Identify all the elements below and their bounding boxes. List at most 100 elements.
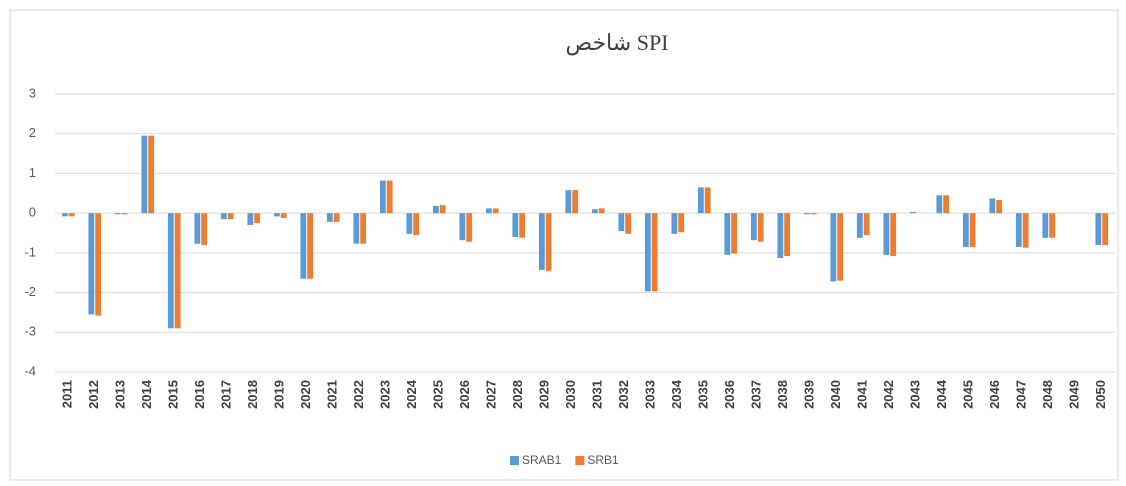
bar xyxy=(1102,213,1109,245)
bar xyxy=(678,213,685,233)
x-tick-label: 2021 xyxy=(325,380,340,409)
bar xyxy=(830,213,837,282)
bar xyxy=(598,208,605,214)
bar xyxy=(439,205,446,214)
bar xyxy=(704,187,711,214)
bar xyxy=(777,213,784,259)
bar xyxy=(114,213,121,215)
bar xyxy=(121,213,128,215)
bar xyxy=(731,213,738,254)
legend-label: SRAB1 xyxy=(522,453,562,467)
x-tick-label: 2013 xyxy=(113,380,128,409)
x-tick-label: 2041 xyxy=(855,380,870,409)
bar xyxy=(810,213,817,215)
x-tick-label: 2043 xyxy=(908,380,923,409)
bar xyxy=(88,213,95,315)
x-tick-label: 2049 xyxy=(1067,380,1082,409)
x-tick-label: 2032 xyxy=(616,380,631,409)
bar xyxy=(803,213,810,215)
bar xyxy=(651,213,658,292)
x-tick-label: 2042 xyxy=(881,380,896,409)
bar xyxy=(466,213,473,242)
y-tick-label: 2 xyxy=(29,125,36,140)
x-tick-label: 2040 xyxy=(828,380,843,409)
y-tick-label: 3 xyxy=(29,85,36,100)
bar xyxy=(174,213,181,329)
x-tick-label: 2035 xyxy=(696,380,711,409)
x-tick-label: 2033 xyxy=(643,380,658,409)
x-tick-label: 2012 xyxy=(86,380,101,409)
bar xyxy=(989,198,996,214)
bar xyxy=(545,213,552,271)
x-tick-label: 2030 xyxy=(563,380,578,409)
bar xyxy=(220,213,227,220)
bar xyxy=(996,200,1003,214)
bar xyxy=(61,213,68,217)
bar xyxy=(194,213,201,244)
bar xyxy=(618,213,625,232)
y-tick-label: -4 xyxy=(24,363,36,378)
bar xyxy=(326,213,333,222)
bar xyxy=(625,213,632,234)
bar xyxy=(353,213,360,244)
bar xyxy=(141,135,148,214)
bar xyxy=(538,213,545,270)
x-tick-label: 2047 xyxy=(1014,380,1029,409)
bar xyxy=(432,205,439,214)
y-tick-label: 0 xyxy=(29,205,36,220)
x-tick-label: 2029 xyxy=(537,380,552,409)
bar xyxy=(644,213,651,292)
bar xyxy=(360,213,367,244)
bar xyxy=(962,213,969,247)
bar xyxy=(1015,213,1022,247)
y-tick-label: -1 xyxy=(24,244,36,259)
bar xyxy=(1049,213,1056,238)
x-tick-label: 2018 xyxy=(245,380,260,409)
x-tick-label: 2046 xyxy=(987,380,1002,409)
bar xyxy=(227,213,234,220)
bar xyxy=(68,213,75,217)
x-tick-label: 2027 xyxy=(484,380,499,409)
bar xyxy=(273,213,280,217)
bar xyxy=(591,209,598,214)
bar xyxy=(1095,213,1102,245)
bar xyxy=(413,213,420,235)
x-tick-label: 2038 xyxy=(775,380,790,409)
bar xyxy=(671,213,678,234)
x-tick-label: 2023 xyxy=(378,380,393,409)
x-tick-label: 2044 xyxy=(934,379,949,409)
bar xyxy=(386,180,393,214)
legend-swatch xyxy=(575,456,585,465)
bar xyxy=(890,213,897,257)
bar xyxy=(572,190,579,214)
y-tick-label: 1 xyxy=(29,165,36,180)
bar xyxy=(969,213,976,247)
bar xyxy=(300,213,307,279)
x-tick-label: 2028 xyxy=(510,380,525,409)
bar xyxy=(883,213,890,255)
bar xyxy=(307,213,314,279)
bar xyxy=(95,213,102,316)
x-tick-label: 2025 xyxy=(431,380,446,409)
x-tick-label: 2034 xyxy=(669,379,684,409)
bar xyxy=(485,208,492,214)
bar xyxy=(512,213,519,237)
chart-title: شاخص SPI xyxy=(566,30,669,56)
x-tick-label: 2014 xyxy=(139,379,154,409)
bar xyxy=(459,213,466,241)
x-tick-label: 2026 xyxy=(457,380,472,409)
bar xyxy=(750,213,757,241)
bar xyxy=(519,213,526,238)
y-tick-label: -3 xyxy=(24,324,36,339)
legend-swatch xyxy=(510,456,519,465)
bar xyxy=(837,213,844,281)
x-tick-label: 2017 xyxy=(219,380,234,409)
bar xyxy=(492,208,499,214)
bar xyxy=(863,213,870,235)
bar xyxy=(333,213,340,222)
x-tick-label: 2011 xyxy=(60,380,75,408)
bar xyxy=(406,213,413,234)
bar xyxy=(697,187,704,214)
bar xyxy=(784,213,791,257)
